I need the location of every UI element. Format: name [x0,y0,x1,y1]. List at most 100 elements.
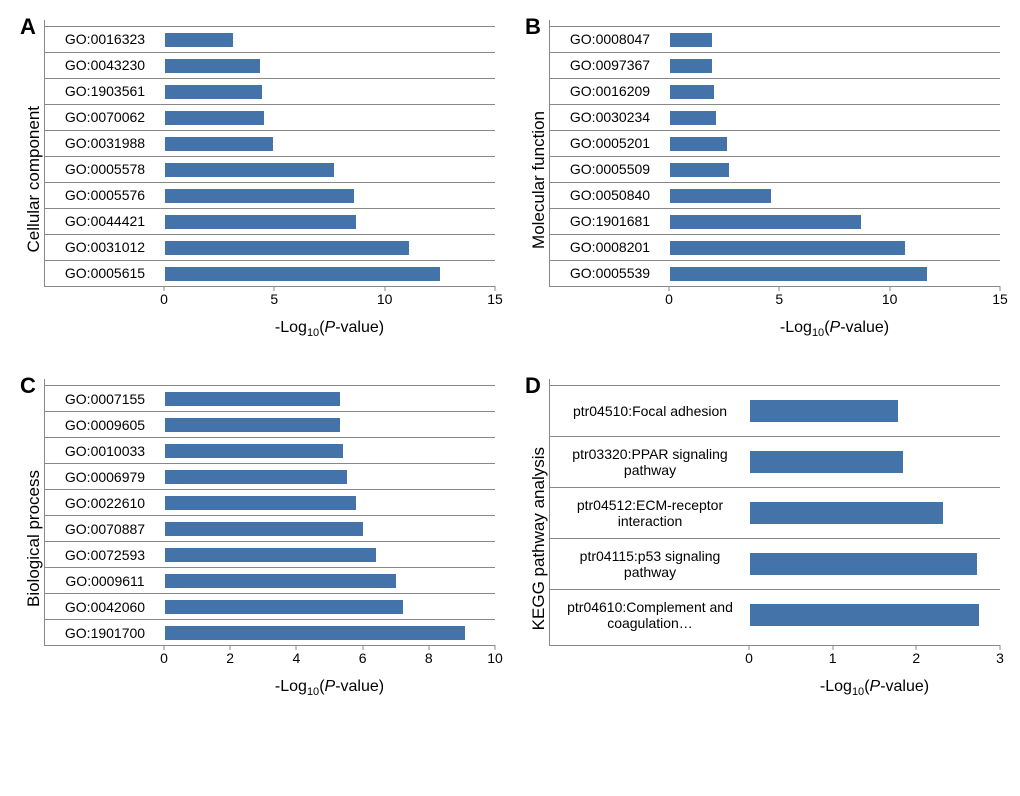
bar-row: GO:0070887 [45,515,495,541]
category-label: GO:0050840 [550,187,670,203]
x-tick-label: 10 [377,291,393,307]
category-label: GO:0097367 [550,57,670,73]
panel-d: DKEGG pathway analysisptr04510:Focal adh… [525,379,1000,698]
category-label: GO:0008047 [550,31,670,47]
bar-row: GO:0010033 [45,437,495,463]
bar-row: GO:0042060 [45,593,495,619]
panel-letter: C [20,373,36,399]
y-axis-label: Molecular function [525,111,549,249]
x-tick-label: 0 [745,650,753,666]
bar-row: GO:0008201 [550,234,1000,260]
panel-letter: B [525,14,541,40]
bar [165,574,396,588]
x-axis: 051015 [549,287,1000,315]
category-label: ptr04510:Focal adhesion [550,403,750,419]
x-axis-label: -Log10(P-value) [549,319,1000,339]
bar [165,163,334,177]
category-label: GO:1903561 [45,83,165,99]
category-label: GO:0005576 [45,187,165,203]
bar-row: ptr04510:Focal adhesion [550,385,1000,436]
bar [165,392,340,406]
category-label: GO:1901681 [550,213,670,229]
category-label: GO:0009605 [45,417,165,433]
chart-grid: ACellular componentGO:0016323GO:0043230G… [20,20,1000,698]
plot-area: GO:0016323 GO:0043230 GO:1903561 GO:0070062… [44,20,495,287]
bar [750,502,943,524]
bar-row: GO:0005576 [45,182,495,208]
category-label: GO:0070062 [45,109,165,125]
bar-row: GO:0005509 [550,156,1000,182]
category-label: GO:0072593 [45,547,165,563]
category-label: GO:0010033 [45,443,165,459]
bar [750,604,979,626]
bar [165,496,356,510]
bar [670,111,716,125]
bar-row: ptr04115:p53 signaling pathway [550,538,1000,589]
bar [670,163,729,177]
bar [165,470,347,484]
bar [165,137,273,151]
category-label: GO:0016209 [550,83,670,99]
y-axis-label: Biological process [20,470,44,607]
category-label: GO:0008201 [550,239,670,255]
bar-row: GO:0006979 [45,463,495,489]
bar-row: GO:0043230 [45,52,495,78]
bar-row: GO:0050840 [550,182,1000,208]
category-label: GO:0031988 [45,135,165,151]
bar [165,215,356,229]
bar [165,267,440,281]
bar [670,33,712,47]
bar [165,548,376,562]
category-label: GO:0007155 [45,391,165,407]
category-label: ptr04610:Complement and coagulation… [550,599,750,631]
x-axis: 0246810 [44,646,495,674]
bar-row: GO:0009611 [45,567,495,593]
x-tick-label: 2 [912,650,920,666]
plot-area: ptr04510:Focal adhesion ptr03320:PPAR sig… [549,379,1000,646]
bar [670,137,727,151]
x-tick-label: 1 [829,650,837,666]
bar-row: GO:0044421 [45,208,495,234]
bar [670,267,927,281]
category-label: GO:0022610 [45,495,165,511]
x-axis: 0123 [549,646,1000,674]
bar-row: GO:0022610 [45,489,495,515]
bar-row: GO:0030234 [550,104,1000,130]
x-axis-label: -Log10(P-value) [44,678,495,698]
plot-area: GO:0008047 GO:0097367 GO:0016209 GO:0030234… [549,20,1000,287]
category-label: GO:0009611 [45,573,165,589]
bar-row: GO:1901681 [550,208,1000,234]
category-label: ptr03320:PPAR signaling pathway [550,446,750,478]
category-label: ptr04512:ECM-receptor interaction [550,497,750,529]
category-label: GO:0016323 [45,31,165,47]
bar-row: GO:0005539 [550,260,1000,286]
bar-row: GO:0005615 [45,260,495,286]
category-label: GO:0005578 [45,161,165,177]
plot-area: GO:0007155 GO:0009605 GO:0010033 GO:0006979… [44,379,495,646]
bar [165,418,340,432]
bar-row: GO:0005578 [45,156,495,182]
x-tick-label: 10 [487,650,503,666]
bar [165,111,264,125]
bar [750,400,898,422]
bar [165,241,409,255]
panel-a: ACellular componentGO:0016323GO:0043230G… [20,20,495,339]
y-axis-label: Cellular component [20,106,44,252]
bar-row: GO:0031012 [45,234,495,260]
bar [165,444,343,458]
bar [165,33,233,47]
x-tick-label: 0 [160,291,168,307]
x-tick-label: 0 [160,650,168,666]
bar-row: GO:0097367 [550,52,1000,78]
bar [670,189,771,203]
bar [670,59,712,73]
bar-row: GO:0070062 [45,104,495,130]
bar [165,522,363,536]
category-label: GO:0044421 [45,213,165,229]
bar-row: GO:0016209 [550,78,1000,104]
x-tick-label: 2 [226,650,234,666]
bar-row: GO:0031988 [45,130,495,156]
x-tick-label: 3 [996,650,1004,666]
category-label: GO:0005201 [550,135,670,151]
x-tick-label: 4 [292,650,300,666]
